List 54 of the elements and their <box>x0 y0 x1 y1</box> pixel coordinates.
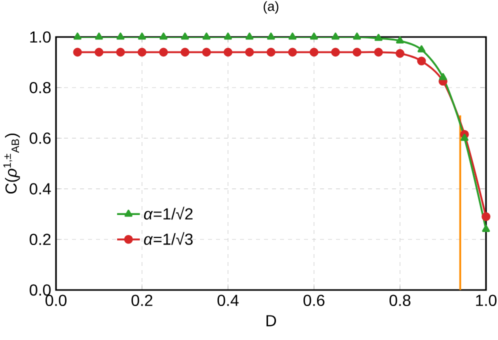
point <box>267 32 275 40</box>
x-tick-label: 1.0 <box>476 294 497 306</box>
y-tick-label: 1.0 <box>30 31 51 43</box>
y-tick-label: 0.2 <box>30 234 50 246</box>
point <box>95 32 103 40</box>
x-tick-label: 0.2 <box>132 294 152 306</box>
point <box>288 32 296 40</box>
point <box>224 48 232 57</box>
point <box>159 48 168 57</box>
x-tick-label: 0.4 <box>218 294 239 306</box>
point <box>353 32 361 40</box>
point <box>224 32 232 40</box>
point <box>116 48 125 57</box>
y-tick-label: 0.4 <box>30 183 51 194</box>
point <box>180 48 190 57</box>
point <box>331 48 340 57</box>
point <box>181 32 189 40</box>
point <box>94 48 104 57</box>
point <box>374 34 382 41</box>
point <box>266 48 276 57</box>
point <box>245 48 254 57</box>
point <box>116 32 124 40</box>
point <box>202 32 210 40</box>
point <box>417 56 426 66</box>
y-tick-label: 0.0 <box>30 284 51 296</box>
point <box>138 32 146 40</box>
x-tick-label: 0.0 <box>46 294 67 306</box>
point <box>482 224 490 232</box>
point <box>396 36 404 44</box>
x-axis-title: D <box>266 315 276 326</box>
point <box>418 45 426 52</box>
legend-label: α=1/√2 <box>144 206 193 220</box>
point <box>202 48 211 57</box>
point <box>288 48 297 57</box>
x-tick-label: 0.6 <box>304 294 324 306</box>
point <box>310 48 318 57</box>
y-tick-label: 0.8 <box>30 82 51 94</box>
point <box>138 48 146 57</box>
chart-title: (a) <box>264 1 278 14</box>
point <box>310 32 318 40</box>
point <box>439 73 447 80</box>
point <box>396 49 404 58</box>
x-tick-label: 0.8 <box>390 294 410 306</box>
point <box>332 32 340 40</box>
point <box>460 134 468 141</box>
y-tick-label: 0.6 <box>30 132 51 144</box>
point <box>246 32 254 40</box>
point <box>73 48 82 57</box>
point <box>352 48 362 57</box>
point <box>74 32 82 40</box>
legend-label: α=1/√3 <box>144 232 193 245</box>
point <box>482 212 490 222</box>
point <box>374 48 383 57</box>
point <box>160 32 168 40</box>
